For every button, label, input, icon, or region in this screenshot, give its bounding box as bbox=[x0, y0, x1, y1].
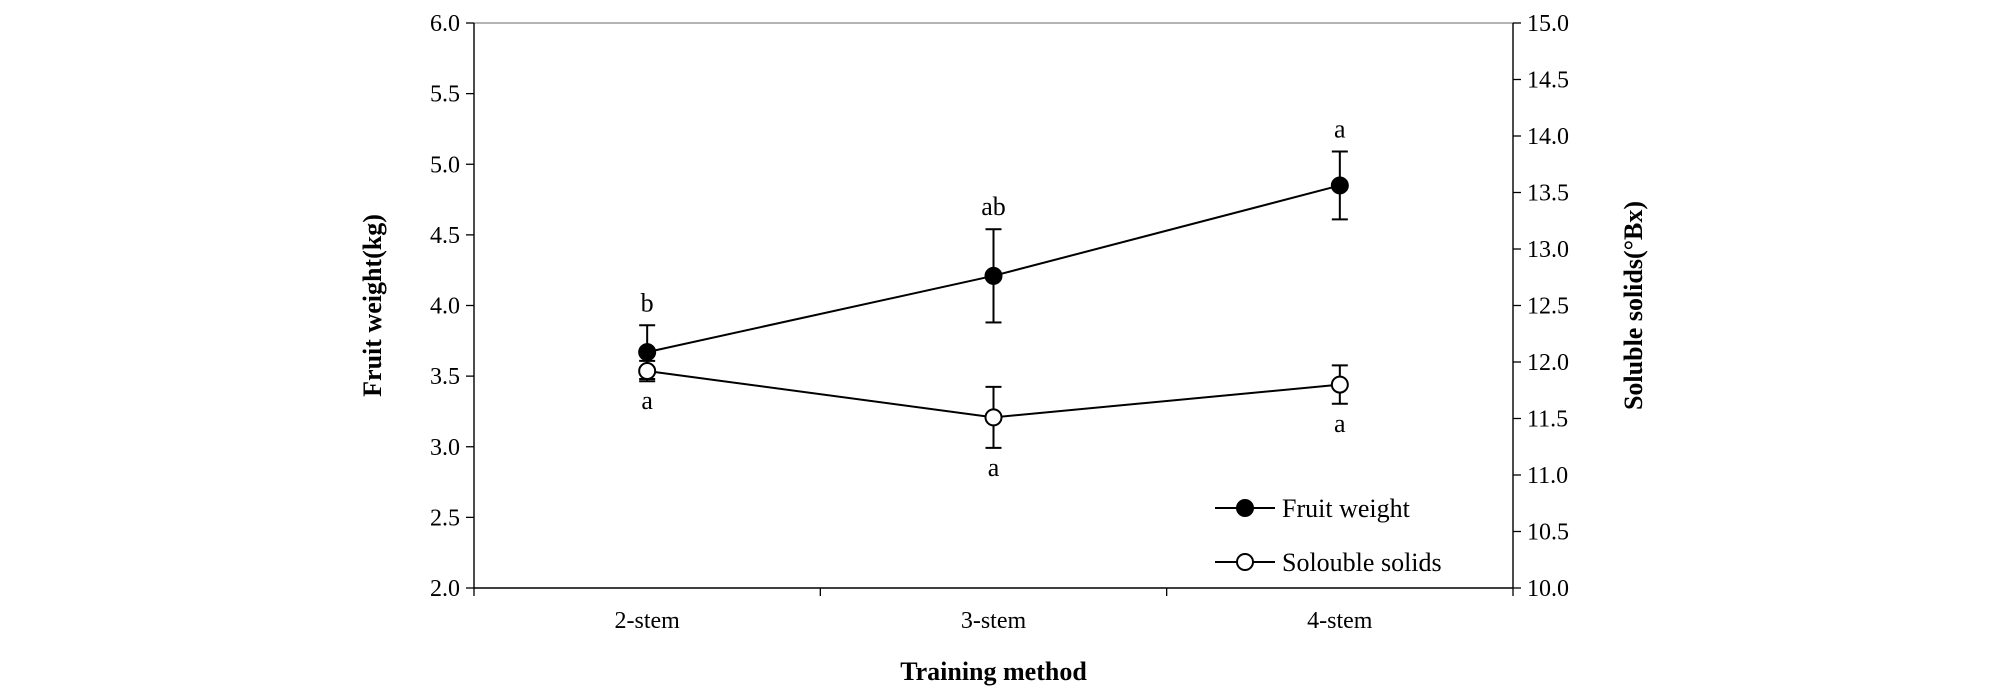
data-point bbox=[638, 343, 657, 362]
right-y-tick-label: 11.0 bbox=[1527, 463, 1568, 489]
x-tick-label: 2-stem bbox=[615, 608, 681, 634]
y-axis-title: Fruit weight(kg) bbox=[358, 214, 387, 397]
right-y-tick-label: 11.5 bbox=[1527, 407, 1568, 433]
left-y-tick-label: 3.0 bbox=[430, 435, 460, 461]
series-1: b ab a bbox=[638, 115, 1349, 380]
legend-marker bbox=[1236, 499, 1254, 517]
right-y-tick-label: 10.0 bbox=[1527, 576, 1569, 602]
left-y-axis: 2.0 2.5 3.0 3.5 4.0 4.5 5.0 5.5 6.0 bbox=[430, 11, 475, 602]
data-point bbox=[984, 266, 1003, 285]
left-y-tick-label: 3.5 bbox=[430, 364, 460, 390]
right-y-tick-label: 14.5 bbox=[1527, 68, 1569, 94]
right-y-tick-label: 12.5 bbox=[1527, 294, 1569, 320]
data-point bbox=[1330, 375, 1349, 394]
significance-label: a bbox=[988, 453, 1000, 482]
right-y-tick-label: 15.0 bbox=[1527, 11, 1569, 37]
right-y-tick-label: 14.0 bbox=[1527, 124, 1569, 150]
significance-label: a bbox=[1334, 409, 1346, 438]
x-tick-label: 4-stem bbox=[1307, 608, 1373, 634]
significance-label: ab bbox=[981, 192, 1006, 221]
left-y-tick-label: 5.5 bbox=[430, 82, 460, 108]
left-y-tick-label: 2.5 bbox=[430, 505, 460, 531]
legend: Fruit weight Solouble solids bbox=[1215, 494, 1442, 577]
series-2: a a a bbox=[638, 359, 1349, 482]
right-y-axis: 10.0 10.5 11.0 11.5 12.0 12.5 13.0 13.5 14.0 14.5… bbox=[1512, 11, 1569, 602]
significance-label: a bbox=[1334, 115, 1346, 144]
right-y-tick-label: 12.0 bbox=[1527, 350, 1569, 376]
data-point bbox=[1330, 176, 1349, 195]
left-y-tick-label: 4.5 bbox=[430, 223, 460, 249]
left-y-tick-label: 6.0 bbox=[430, 11, 460, 37]
x-axis-title: Training method bbox=[900, 657, 1087, 686]
right-y-tick-label: 10.5 bbox=[1527, 520, 1569, 546]
left-y-tick-label: 4.0 bbox=[430, 294, 460, 320]
legend-item-1: Fruit weight bbox=[1215, 494, 1411, 523]
legend-label: Solouble solids bbox=[1282, 548, 1442, 577]
left-y-tick-label: 5.0 bbox=[430, 152, 460, 178]
right-y-tick-label: 13.0 bbox=[1527, 237, 1569, 263]
series-group: b ab a a a a bbox=[638, 115, 1349, 482]
legend-marker bbox=[1236, 553, 1254, 571]
left-y-tick-label: 2.0 bbox=[430, 576, 460, 602]
legend-label: Fruit weight bbox=[1282, 494, 1411, 523]
legend-item-2: Solouble solids bbox=[1215, 548, 1442, 577]
x-axis: 2-stem 3-stem 4-stem bbox=[473, 587, 1514, 634]
right-y-tick-label: 13.5 bbox=[1527, 181, 1569, 207]
data-point bbox=[984, 408, 1003, 427]
significance-label: b bbox=[641, 288, 654, 317]
y2-axis-title: Soluble solids(°Bx) bbox=[1619, 201, 1648, 410]
data-point bbox=[638, 362, 657, 381]
x-tick-label: 3-stem bbox=[961, 608, 1027, 634]
significance-label: a bbox=[641, 386, 653, 415]
